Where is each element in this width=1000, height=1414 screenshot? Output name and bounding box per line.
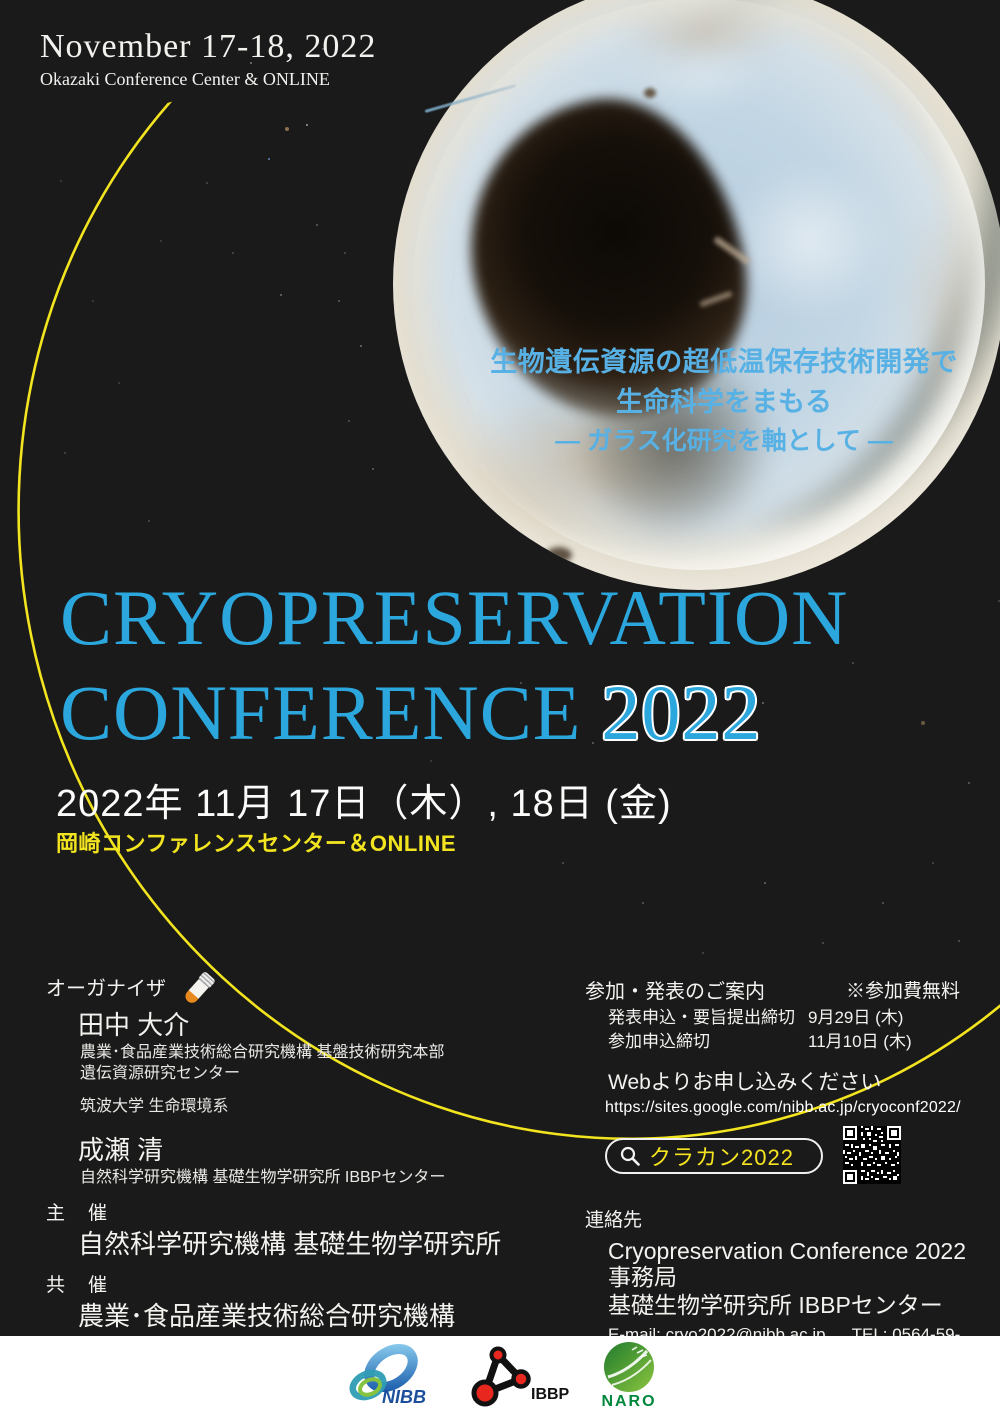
deadline-row: 発表申込・要旨提出締切 9月29日 (木)	[608, 1006, 985, 1030]
deadline-label: 参加申込締切	[608, 1032, 710, 1051]
organizer-heading: オーガナイザ	[46, 978, 166, 1000]
tagline-line3: ― ガラス化研究を軸として ―	[555, 427, 893, 455]
contact-office: Cryopreservation Conference 2022 事務局	[608, 1238, 966, 1290]
host-role: 主 催	[46, 1203, 110, 1224]
tagline-line2: 生命科学をまもる	[616, 387, 832, 417]
organizer-affiliation: 自然科学研究機構 基礎生物学研究所 IBBPセンター	[80, 1169, 446, 1186]
contact-heading: 連絡先	[585, 1210, 643, 1231]
shell-tan-patch	[894, 186, 993, 431]
embryo-photo	[393, 0, 1000, 590]
event-dates-en: November 17-18, 2022	[40, 28, 377, 65]
photo-speck	[643, 88, 656, 99]
footer-logo-bar: NIBB IBBP NARO	[0, 1336, 1000, 1414]
organizer-name: 田中 大介	[78, 1010, 190, 1040]
deadline-date: 11月10日 (木)	[808, 1032, 912, 1051]
search-input[interactable]: クラカン2022	[605, 1138, 823, 1174]
registration-url[interactable]: https://sites.google.com/nibb.ac.jp/cryo…	[605, 1099, 961, 1116]
title-year: 2022	[601, 669, 762, 756]
shell-inner-ring	[413, 0, 985, 570]
contact-department: 基礎生物学研究所 IBBPセンター	[608, 1292, 943, 1318]
organizer-affiliation: 遺伝資源研究センター	[80, 1065, 241, 1082]
registration-section: 参加・発表のご案内 ※参加費無料 発表申込・要旨提出締切 9月29日 (木) 参…	[585, 978, 985, 1368]
deadline-date: 9月29日 (木)	[808, 1008, 904, 1027]
cryotube-icon	[182, 970, 216, 1006]
organizer-affiliation: 筑波大学 生命環境系	[80, 1098, 229, 1115]
naro-logo-label: NARO	[601, 1393, 656, 1409]
qr-code-icon	[843, 1126, 901, 1184]
tagline: 生物遺伝資源の超低温保存技術開発で 生命科学をまもる ― ガラス化研究を軸として…	[485, 342, 963, 460]
cohost-name: 農業･食品産業技術総合研究機構	[78, 1301, 456, 1331]
organizer-name: 成瀬 清	[78, 1135, 164, 1165]
web-apply-note: Webよりお申し込みください	[608, 1071, 882, 1094]
free-admission-note: ※参加費無料	[845, 981, 960, 1002]
organizer-heading-row: オーガナイザ	[46, 970, 556, 1006]
ibbp-logo: IBBP	[471, 1346, 569, 1407]
event-venue-en: Okazaki Conference Center & ONLINE	[40, 69, 330, 89]
header: November 17-18, 2022 Okazaki Conference …	[40, 28, 376, 90]
registration-heading: 参加・発表のご案内	[585, 981, 765, 1003]
deadline-label: 発表申込・要旨提出締切	[608, 1008, 795, 1027]
registration-heading-row: 参加・発表のご案内 ※参加費無料	[585, 978, 960, 1006]
cohost-role: 共 催	[46, 1275, 110, 1296]
event-dates-jp: 2022年 11月 17日（木）, 18日 (金)	[56, 783, 672, 825]
organizer-section: オーガナイザ 田中 大介 農業･食品産業技術総合研究機構 基盤技術研究本部 遺伝…	[46, 970, 556, 1332]
nibb-logo-label: NIBB	[382, 1387, 426, 1407]
conference-title: CRYOPRESERVATION CONFERENCE 2022	[60, 572, 849, 759]
title-word: CONFERENCE	[60, 669, 582, 756]
deadline-row: 参加申込締切 11月10日 (木)	[608, 1030, 985, 1054]
host-name: 自然科学研究機構 基礎生物学研究所	[78, 1229, 502, 1259]
search-keyword: クラカン2022	[649, 1145, 794, 1170]
photo-speck	[546, 547, 572, 564]
shell-tan-patch	[601, 0, 810, 70]
naro-logo: NARO	[601, 1342, 656, 1409]
nibb-logo: NIBB	[349, 1343, 426, 1407]
event-venue-jp: 岡崎コンファレンスセンター＆ONLINE	[56, 831, 457, 856]
ibbp-logo-label: IBBP	[531, 1386, 569, 1403]
title-line1: CRYOPRESERVATION	[60, 574, 849, 661]
organizer-affiliation: 農業･食品産業技術総合研究機構 基盤技術研究本部	[80, 1044, 445, 1061]
search-icon	[620, 1146, 640, 1166]
tagline-line1: 生物遺伝資源の超低温保存技術開発で	[490, 347, 958, 377]
title-line2: CONFERENCE 2022	[60, 667, 849, 759]
